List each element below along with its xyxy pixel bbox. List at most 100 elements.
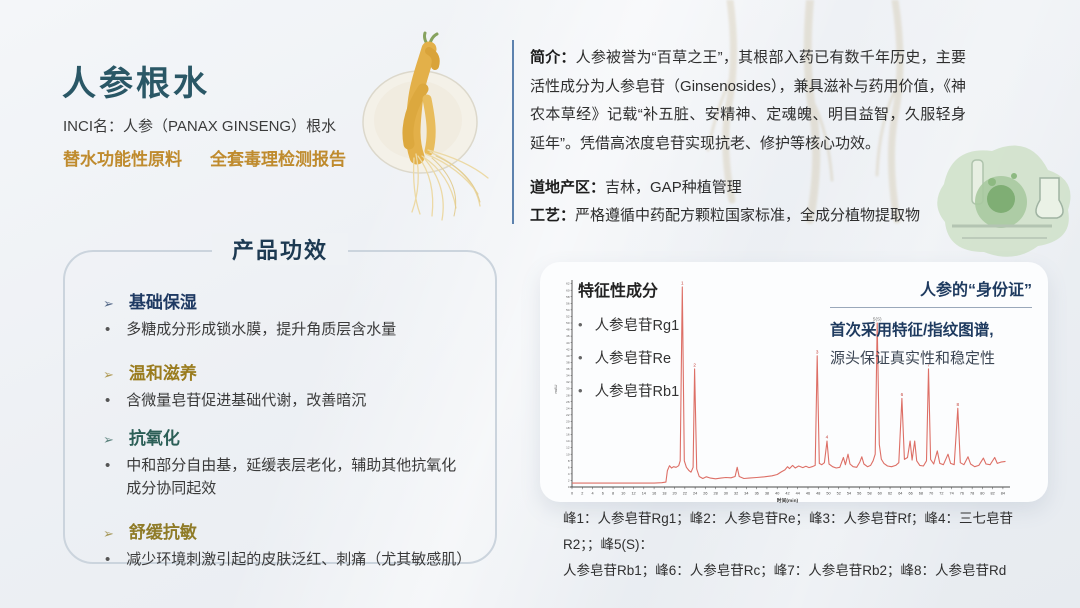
svg-text:82: 82 bbox=[991, 492, 995, 496]
svg-text:16: 16 bbox=[652, 492, 656, 496]
peak-label-2: 2 bbox=[693, 362, 696, 367]
svg-text:62: 62 bbox=[888, 492, 892, 496]
efficacy-desc: 中和部分自由基，延缓表层老化，辅助其他抗氧化成分协同起效 bbox=[126, 457, 457, 497]
components-title: 特征性成分 bbox=[578, 283, 659, 300]
svg-text:20: 20 bbox=[566, 420, 570, 424]
svg-text:2: 2 bbox=[581, 492, 583, 496]
svg-text:44: 44 bbox=[796, 492, 800, 496]
component-item: • 人参皂苷Rg1 bbox=[578, 308, 679, 341]
svg-text:30: 30 bbox=[566, 387, 570, 391]
svg-text:48: 48 bbox=[816, 492, 820, 496]
svg-text:22: 22 bbox=[566, 413, 570, 417]
efficacy-heading: 抗氧化 bbox=[128, 429, 180, 448]
peak-label-7: 7 bbox=[927, 362, 930, 367]
efficacy-heading: 温和滋养 bbox=[128, 364, 197, 383]
svg-text:50: 50 bbox=[566, 321, 570, 325]
inci-name: INCI名：人参（PANAX GINSENG）根水 bbox=[63, 118, 337, 135]
dot-bullet-icon: • bbox=[105, 392, 111, 409]
svg-text:66: 66 bbox=[908, 492, 912, 496]
svg-text:58: 58 bbox=[867, 492, 871, 496]
tagline-part-1: 替水功能性原料 bbox=[63, 150, 182, 169]
svg-text:0: 0 bbox=[568, 485, 570, 489]
svg-text:40: 40 bbox=[775, 492, 779, 496]
svg-text:28: 28 bbox=[714, 492, 718, 496]
svg-text:时间(min): 时间(min) bbox=[777, 497, 799, 504]
peak-label-6: 6 bbox=[901, 392, 904, 397]
efficacy-desc: 减少环境刺激引起的皮肤泛红、刺痛（尤其敏感肌） bbox=[126, 551, 472, 568]
peak-label-8: 8 bbox=[956, 402, 959, 407]
efficacy-card: 产品功效 ➢ 基础保湿 • 多糖成分形成锁水膜，提升角质层含水量 ➢ 温和滋养 … bbox=[63, 233, 497, 568]
green-extraction-graphic bbox=[937, 145, 1071, 257]
dot-bullet-icon: • bbox=[105, 457, 111, 474]
tagline-part-2: 全套毒理检测报告 bbox=[210, 150, 346, 169]
svg-text:40: 40 bbox=[566, 354, 570, 358]
ginseng-root-photo bbox=[362, 31, 489, 221]
svg-text:10: 10 bbox=[566, 452, 570, 456]
svg-text:2: 2 bbox=[568, 479, 570, 483]
efficacy-desc: 含微量皂苷促进基础代谢，改善暗沉 bbox=[126, 392, 367, 409]
identity-subtitle: 首次采用特征/指纹图谱, bbox=[830, 322, 994, 339]
svg-text:6: 6 bbox=[602, 492, 604, 496]
identity-title: 人参的“身份证” bbox=[830, 276, 1032, 308]
svg-text:46: 46 bbox=[566, 334, 570, 338]
efficacy-desc: 多糖成分形成锁水膜，提升角质层含水量 bbox=[126, 321, 397, 338]
arrow-bullet-icon: ➢ bbox=[103, 367, 114, 382]
process-value: 严格遵循中药配方颗粒国家标准，全成分植物提取物 bbox=[575, 207, 921, 224]
efficacy-list: ➢ 基础保湿 • 多糖成分形成锁水膜，提升角质层含水量 ➢ 温和滋养 • 含微量… bbox=[65, 252, 495, 571]
fingerprint-chart-card: 0 2 4 6 8 10 12 14 16 18 20 22 24 26 28 30 32 34 36 38 40 42 4… bbox=[540, 262, 1048, 504]
component-name: 人参皂苷Re bbox=[594, 351, 672, 367]
process-row: 工艺：严格遵循中药配方颗粒国家标准，全成分植物提取物 bbox=[530, 204, 920, 225]
svg-text:72: 72 bbox=[939, 492, 943, 496]
svg-text:84: 84 bbox=[1001, 492, 1005, 496]
svg-text:18: 18 bbox=[662, 492, 666, 496]
vertical-divider bbox=[512, 40, 514, 224]
svg-text:14: 14 bbox=[566, 439, 570, 443]
peak-label-5(S): 5(S) bbox=[873, 317, 882, 322]
svg-text:26: 26 bbox=[703, 492, 707, 496]
svg-text:60: 60 bbox=[566, 288, 570, 292]
efficacy-heading: 舒缓抗敏 bbox=[128, 523, 197, 542]
component-item: • 人参皂苷Rb1 bbox=[578, 374, 679, 407]
intro-text: 人参被誉为“百草之王”，其根部入药已有数千年历史，主要活性成分为人参皂苷（Gin… bbox=[530, 49, 966, 152]
svg-text:6: 6 bbox=[568, 465, 570, 469]
arrow-bullet-icon: ➢ bbox=[103, 526, 114, 541]
svg-text:42: 42 bbox=[785, 492, 789, 496]
svg-text:mAU: mAU bbox=[553, 384, 558, 393]
peak-label-4: 4 bbox=[826, 435, 829, 440]
svg-text:36: 36 bbox=[566, 367, 570, 371]
svg-text:78: 78 bbox=[970, 492, 974, 496]
svg-text:8: 8 bbox=[568, 459, 570, 463]
svg-text:58: 58 bbox=[566, 295, 570, 299]
svg-text:44: 44 bbox=[566, 341, 570, 345]
svg-text:52: 52 bbox=[566, 315, 570, 319]
intro-label: 简介： bbox=[530, 49, 576, 66]
svg-text:74: 74 bbox=[950, 492, 954, 496]
svg-text:48: 48 bbox=[566, 328, 570, 332]
svg-text:4: 4 bbox=[591, 492, 593, 496]
peak-label-3: 3 bbox=[816, 349, 819, 354]
svg-text:16: 16 bbox=[566, 433, 570, 437]
svg-text:26: 26 bbox=[566, 400, 570, 404]
svg-text:24: 24 bbox=[693, 492, 697, 496]
svg-text:80: 80 bbox=[980, 492, 984, 496]
intro-paragraph: 简介：人参被誉为“百草之王”，其根部入药已有数千年历史，主要活性成分为人参皂苷（… bbox=[530, 44, 966, 158]
efficacy-card-title: 产品功效 bbox=[211, 233, 349, 265]
component-name: 人参皂苷Rg1 bbox=[594, 318, 680, 334]
svg-text:32: 32 bbox=[566, 380, 570, 384]
identity-text-block: 人参的“身份证” 首次采用特征/指纹图谱, 源头保证真实性和稳定性 bbox=[830, 276, 1032, 368]
efficacy-item-antioxidant: ➢ 抗氧化 • 中和部分自由基，延缓表层老化，辅助其他抗氧化成分协同起效 bbox=[85, 424, 471, 500]
efficacy-item-moisture: ➢ 基础保湿 • 多糖成分形成锁水膜，提升角质层含水量 bbox=[85, 288, 471, 341]
svg-text:56: 56 bbox=[566, 301, 570, 305]
component-item: • 人参皂苷Re bbox=[578, 341, 679, 374]
svg-text:60: 60 bbox=[878, 492, 882, 496]
chromatogram-chart: 0246810121416182022242628303234363840424… bbox=[553, 280, 1010, 504]
svg-text:52: 52 bbox=[837, 492, 841, 496]
peak-caption-line-1: 峰1：人参皂苷Rg1；峰2：人参皂苷Re；峰3：人参皂苷Rf；峰4：三七皂苷R2… bbox=[563, 511, 1014, 552]
svg-text:8: 8 bbox=[612, 492, 614, 496]
efficacy-item-soothing: ➢ 舒缓抗敏 • 减少环境刺激引起的皮肤泛红、刺痛（尤其敏感肌） bbox=[85, 518, 471, 571]
svg-text:70: 70 bbox=[929, 492, 933, 496]
dot-bullet-icon: • bbox=[105, 321, 111, 338]
svg-text:50: 50 bbox=[826, 492, 830, 496]
peak-caption-line-2: 人参皂苷Rb1；峰6：人参皂苷Rc；峰7：人参皂苷Rb2；峰8：人参皂苷Rd bbox=[563, 563, 1007, 578]
svg-text:62: 62 bbox=[566, 282, 570, 286]
